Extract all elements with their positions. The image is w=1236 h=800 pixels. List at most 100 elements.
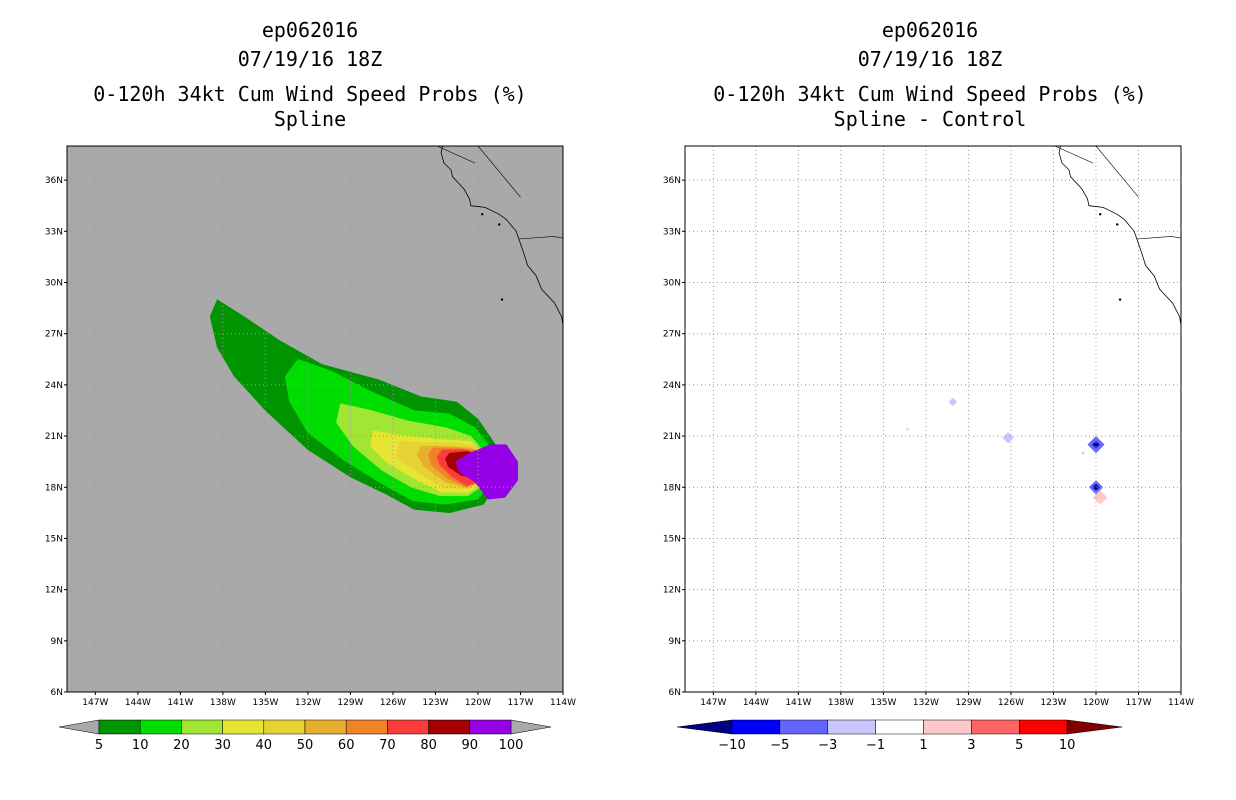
x-tick-label: 117W xyxy=(507,698,533,708)
diff-blob-3 xyxy=(1092,441,1100,449)
island xyxy=(1116,223,1119,226)
left-title-method: Spline xyxy=(273,107,347,131)
left-chart: 147W 144W 141W 138W 135W 132W 129W 126W 123W 120W… xyxy=(45,145,576,753)
colorbar-label: 1 xyxy=(919,738,927,753)
colorbar-under-triangle xyxy=(58,719,100,735)
colorbar-swatch xyxy=(779,719,828,735)
colorbar-label: 60 xyxy=(338,738,355,753)
x-tick-label: 129W xyxy=(337,698,363,708)
diff-blob-1 xyxy=(1002,432,1014,444)
island xyxy=(481,213,484,216)
right-title-method: Spline - Control xyxy=(833,107,1027,131)
y-tick-label: 24N xyxy=(663,381,681,391)
y-tick-label: 27N xyxy=(45,330,63,340)
x-tick-label: 147W xyxy=(82,698,108,708)
colorbar-label: 50 xyxy=(297,738,314,753)
colorbar-swatch xyxy=(971,719,1020,735)
y-tick-label: 30N xyxy=(663,279,681,289)
x-tick-label: 126W xyxy=(998,698,1024,708)
x-tick-label: 138W xyxy=(210,698,236,708)
x-tick-label: 129W xyxy=(955,698,981,708)
x-tick-label: 123W xyxy=(422,698,448,708)
left-plot-content xyxy=(67,146,563,692)
x-tick-label: 141W xyxy=(785,698,811,708)
colorbar-swatch xyxy=(345,719,388,735)
colorbar-swatch xyxy=(263,719,306,735)
y-tick-label: 6N xyxy=(51,688,63,698)
diff-blob-0 xyxy=(948,397,958,407)
border-line xyxy=(1095,146,1139,198)
colorbar-label: −5 xyxy=(770,738,789,753)
border-line xyxy=(1054,146,1094,164)
left-chart-title: ep062016 07/19/16 18Z 0-120h 34kt Cum Wi… xyxy=(60,16,560,134)
x-tick-label: 144W xyxy=(125,698,151,708)
colorbar-swatch xyxy=(222,719,265,735)
y-tick-label: 12N xyxy=(663,586,681,596)
x-tick-label: 117W xyxy=(1125,698,1151,708)
right-chart-title: ep062016 07/19/16 18Z 0-120h 34kt Cum Wi… xyxy=(680,16,1180,134)
y-tick-label: 12N xyxy=(45,586,63,596)
border-line xyxy=(1137,236,1181,240)
island xyxy=(1118,298,1122,301)
colorbar-swatch xyxy=(98,719,141,735)
colorbar-label: 100 xyxy=(499,738,524,753)
y-tick-label: 21N xyxy=(663,432,681,442)
left-colorbar: 5 10 20 30 40 50 60 70 80 90 100 xyxy=(58,719,552,753)
contour-90 xyxy=(454,444,518,500)
diff-blob-8 xyxy=(1081,451,1085,455)
left-title-product: 0-120h 34kt Cum Wind Speed Probs (%) xyxy=(93,82,527,106)
colorbar-swatch xyxy=(139,719,182,735)
colorbar-swatch xyxy=(304,719,347,735)
island xyxy=(1099,213,1102,216)
y-tick-label: 33N xyxy=(663,227,681,237)
colorbar-label: −10 xyxy=(718,738,745,753)
x-tick-label: 120W xyxy=(1083,698,1109,708)
colorbar-over-triangle xyxy=(1066,719,1123,735)
colorbar-label: 90 xyxy=(462,738,479,753)
colorbar-label: 5 xyxy=(95,738,103,753)
border-line xyxy=(477,146,521,198)
colorbar-swatch xyxy=(827,719,876,735)
colorbar-label: 40 xyxy=(256,738,273,753)
colorbar-over-triangle xyxy=(510,719,552,735)
colorbar-swatch xyxy=(428,719,471,735)
x-tick-label: 123W xyxy=(1040,698,1066,708)
colorbar-label: 20 xyxy=(173,738,190,753)
y-tick-label: 21N xyxy=(45,432,63,442)
colorbar-label: −3 xyxy=(818,738,837,753)
right-title-datetime: 07/19/16 18Z xyxy=(857,47,1003,71)
y-tick-label: 30N xyxy=(45,279,63,289)
diff-blob-5 xyxy=(1092,483,1100,491)
x-tick-label: 135W xyxy=(870,698,896,708)
coastline xyxy=(440,146,563,326)
border-line xyxy=(519,236,563,240)
right-plot-content xyxy=(685,146,1181,692)
left-frame xyxy=(66,145,564,693)
right-plot-area xyxy=(685,146,1181,692)
x-tick-label: 114W xyxy=(1168,698,1194,708)
colorbar-label: 80 xyxy=(420,738,437,753)
x-tick-label: 132W xyxy=(913,698,939,708)
colorbar-label: 10 xyxy=(1059,738,1076,753)
island xyxy=(500,298,504,301)
island xyxy=(498,223,501,226)
x-tick-label: 144W xyxy=(743,698,769,708)
colorbar-swatch xyxy=(181,719,223,735)
colorbar-swatch xyxy=(469,719,512,735)
colorbar-swatch xyxy=(387,719,429,735)
right-title-storm-id: ep062016 xyxy=(881,18,979,42)
x-tick-label: 138W xyxy=(828,698,854,708)
x-tick-label: 120W xyxy=(465,698,491,708)
colorbar-label: 3 xyxy=(967,738,975,753)
y-tick-label: 18N xyxy=(663,483,681,493)
y-tick-label: 9N xyxy=(51,637,63,647)
colorbar-under-triangle xyxy=(676,719,733,735)
colorbar-label: 10 xyxy=(132,738,149,753)
right-chart: 147W 144W 141W 138W 135W 132W 129W 126W 123W 120W… xyxy=(663,145,1194,753)
colorbar-swatch xyxy=(923,719,972,735)
y-tick-label: 9N xyxy=(669,637,681,647)
right-title-product: 0-120h 34kt Cum Wind Speed Probs (%) xyxy=(713,82,1147,106)
x-tick-label: 126W xyxy=(380,698,406,708)
y-tick-label: 33N xyxy=(45,227,63,237)
